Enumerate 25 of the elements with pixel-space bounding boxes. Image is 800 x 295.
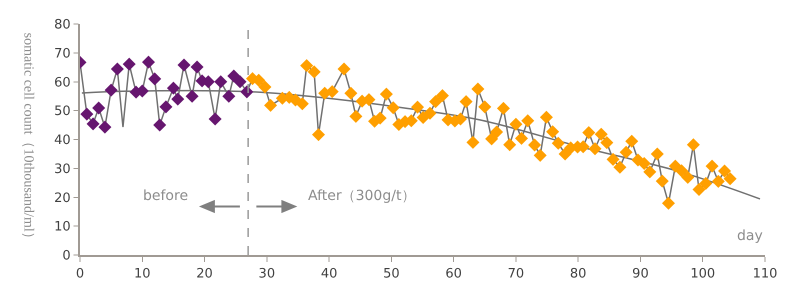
annotation: After（300g/t） (308, 188, 416, 204)
x-tick-label: 60 (445, 266, 462, 282)
y-tick-label: 20 (54, 190, 71, 206)
y-tick-label: 70 (54, 46, 71, 62)
x-tick-label: 30 (258, 266, 276, 282)
x-tick-label: 20 (196, 266, 213, 282)
x-tick-label: 40 (320, 266, 338, 282)
x-tick-label: 90 (632, 266, 649, 282)
x-tick-label: 110 (752, 266, 778, 282)
y-tick-label: 40 (54, 133, 71, 148)
y-tick-label: 60 (54, 75, 71, 90)
y-tick-label: 50 (54, 104, 71, 120)
x-tick-label: 10 (134, 266, 151, 282)
x-axis-title: day (737, 228, 763, 244)
y-tick-label: 10 (54, 220, 71, 235)
y-tick-label: 80 (54, 18, 71, 33)
y-tick-label: 0 (62, 248, 71, 264)
x-tick-label: 70 (508, 266, 524, 282)
x-tick-label: 50 (383, 266, 400, 282)
annotation: before (143, 188, 188, 204)
x-tick-label: 100 (690, 266, 716, 282)
x-tick-label: 0 (76, 266, 84, 282)
x-tick-label: 80 (570, 266, 586, 282)
y-tick-label: 30 (54, 162, 71, 177)
y-axis-title: somatic cell count（10thousand/ml） (20, 32, 36, 246)
